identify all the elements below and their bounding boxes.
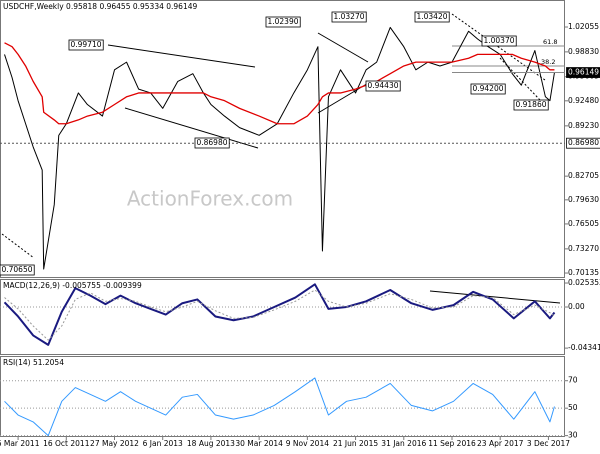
fib-label: 61.8	[543, 38, 557, 46]
x-tick-label: 9 Nov 2014	[286, 439, 329, 448]
trend-line	[125, 108, 258, 148]
level-annotation: 1.00370	[482, 36, 516, 46]
price-tag: 0.86980	[567, 138, 600, 148]
y-tick-label: 1.02055	[568, 22, 599, 31]
watermark: ActionForex.com	[127, 187, 293, 211]
y-tick-label: 0.92480	[568, 96, 599, 105]
level-annotation: 0.91860	[514, 100, 548, 110]
rsi-panel	[1, 357, 565, 437]
price-tag-text: 0.86980	[568, 138, 599, 147]
level-annotation-text: 0.91860	[515, 100, 546, 109]
level-annotation: 0.70650	[0, 265, 34, 275]
level-annotation: 0.94430	[366, 81, 400, 91]
y-tick-label: -0.043419	[568, 343, 600, 352]
x-tick-label: 6 Mar 2011	[0, 439, 40, 448]
level-annotation-text: 1.00370	[483, 36, 514, 45]
macd-panel	[1, 280, 565, 355]
trend-line	[452, 14, 545, 80]
y-tick-label: 0.98830	[568, 47, 599, 56]
x-tick-label: 30 Mar 2014	[235, 439, 283, 448]
level-annotation-text: 0.86980	[196, 138, 227, 147]
level-annotation: 0.86980	[195, 138, 229, 148]
level-annotation: 1.02390	[266, 17, 300, 27]
trend-line	[2, 234, 34, 258]
level-annotation: 1.03420	[415, 12, 449, 22]
y-tick-label: 50	[568, 403, 578, 412]
panel-title: RSI(14) 51.2054	[3, 358, 64, 367]
y-tick-label: 0.025353	[568, 278, 600, 287]
series-line	[5, 284, 555, 345]
level-annotation-text: 0.70650	[1, 265, 32, 274]
y-tick-label: 0.00	[568, 302, 585, 311]
x-tick-label: 18 Aug 2013	[187, 439, 235, 448]
trend-line	[318, 33, 368, 62]
y-tick-label: 70	[568, 376, 578, 385]
level-annotation: 1.03270	[332, 12, 366, 22]
panel-title: MACD(12,26,9) -0.005755 -0.009399	[3, 281, 142, 290]
y-tick-label: 0.76505	[568, 219, 599, 228]
level-annotation-text: 0.94200	[472, 84, 503, 93]
x-tick-label: 21 Jun 2015	[333, 439, 378, 448]
y-tick-label: 0.70135	[568, 268, 599, 277]
series-line	[5, 378, 555, 436]
level-annotation-text: 0.94430	[367, 81, 398, 90]
trend-line	[108, 45, 255, 67]
trend-lines	[2, 14, 565, 303]
level-annotation-text: 1.03420	[416, 12, 447, 21]
x-tick-label: 6 Jan 2013	[143, 439, 183, 448]
y-tick-label: 0.73270	[568, 244, 599, 253]
series-line	[5, 27, 555, 269]
price-tag: 0.96149	[567, 68, 600, 78]
level-annotation-text: 1.03270	[333, 12, 364, 21]
panel-title: USDCHF,Weekly 0.95818 0.96455 0.95334 0.…	[3, 2, 197, 11]
level-annotation-text: 1.02390	[267, 17, 298, 26]
level-annotation: 0.99710	[69, 40, 103, 50]
level-annotation: 0.94200	[471, 84, 505, 94]
y-tick-label: 0.79630	[568, 195, 599, 204]
y-tick-label: 0.82705	[568, 171, 599, 180]
level-annotation-text: 0.99710	[70, 40, 101, 49]
x-tick-label: 27 May 2012	[90, 439, 139, 448]
x-tick-label: 11 Sep 2016	[428, 439, 476, 448]
x-tick-label: 23 Apr 2017	[477, 439, 524, 448]
x-tick-label: 16 Oct 2011	[43, 439, 90, 448]
fib-label: 38.2	[541, 58, 555, 66]
price-tag-text: 0.96149	[568, 68, 599, 77]
series-line	[5, 290, 555, 340]
y-tick-label: 0.89230	[568, 121, 599, 130]
x-tick-label: 31 Jan 2016	[381, 439, 426, 448]
x-tick-label: 3 Dec 2017	[527, 439, 570, 448]
